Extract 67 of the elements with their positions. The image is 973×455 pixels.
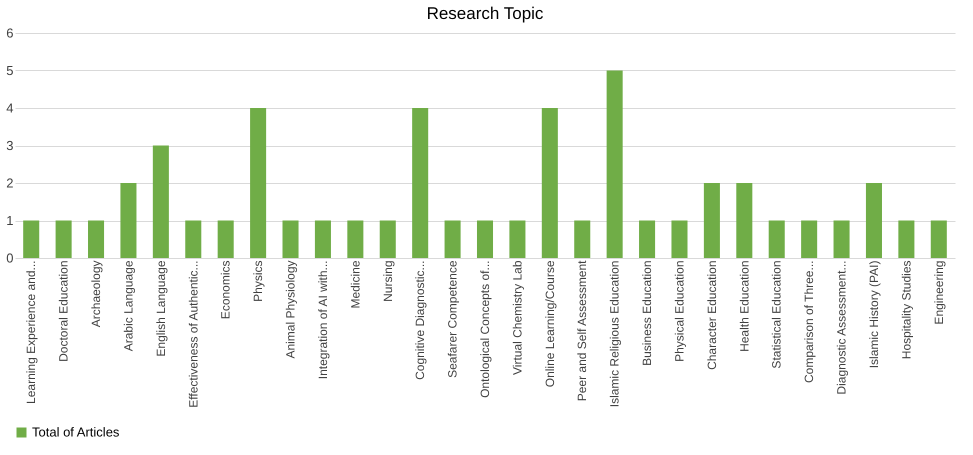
bar [639, 220, 656, 258]
bar [250, 108, 266, 258]
bar [152, 146, 169, 258]
bar [704, 183, 720, 258]
x-tick-label: Comparison of Three... [802, 260, 816, 384]
y-tick-label: 2 [6, 176, 14, 190]
bar [314, 220, 331, 258]
x-tick-label: Physics [251, 260, 266, 302]
bar [671, 220, 688, 258]
chart-title: Research Topic [426, 4, 544, 23]
x-tick-label: Economics [218, 260, 233, 320]
x-tick-label: Seafarer Competence [446, 260, 460, 378]
x-tick-label: Ontological Concepts of... [478, 260, 492, 398]
bar [736, 183, 752, 258]
x-tick-label: Islamic History (PAI) [866, 260, 881, 368]
bar [866, 183, 882, 258]
x-tick-label: Medicine [348, 260, 362, 309]
bar [898, 220, 914, 258]
bar [56, 220, 72, 258]
x-tick-label: Learning Experience and... [24, 260, 38, 404]
bar [412, 108, 428, 258]
x-tick-label: Virtual Chemistry Lab [510, 260, 524, 375]
bar [444, 220, 461, 258]
bar [347, 220, 364, 258]
x-tick-label: Integration of AI with... [316, 260, 330, 380]
x-tick-label: Online Learning/Course [542, 260, 557, 388]
bar [282, 220, 299, 258]
y-tick-label: 4 [6, 100, 14, 116]
bar [574, 220, 590, 258]
y-tick-label: 3 [6, 138, 14, 153]
x-tick-label: Animal Physiology [284, 260, 298, 359]
x-tick-label: Arabic Language [121, 260, 136, 352]
x-tick-label: Diagnostic Assessment... [834, 260, 849, 395]
y-tick-label: 0 [6, 250, 14, 266]
bar [185, 220, 202, 258]
x-tick-label: Statistical Education [770, 260, 784, 369]
bar [768, 220, 785, 258]
y-tick-label: 5 [6, 63, 14, 78]
bar [88, 220, 104, 258]
bar [606, 70, 623, 258]
bar [23, 220, 40, 258]
x-tick-label: Nursing [380, 260, 395, 302]
bar [542, 108, 558, 258]
x-tick-label: Doctoral Education [56, 260, 71, 362]
x-tick-label: Business Education [640, 260, 654, 366]
x-tick-label: Islamic Religious Education [608, 260, 622, 408]
x-tick-label: Hospitality Studies [899, 260, 914, 360]
bar [476, 220, 494, 258]
x-tick-label: Cognitive Diagnostic... [413, 260, 428, 380]
legend-label: Total of Articles [32, 424, 120, 440]
bar [218, 220, 234, 258]
x-tick-label: Health Education [737, 260, 752, 352]
x-tick-label: Physical Education [672, 260, 686, 362]
x-tick-label: Effectiveness of Authentic... [186, 260, 200, 408]
x-tick-label: Archaeology [89, 260, 104, 328]
bar [930, 220, 947, 258]
x-tick-label: Engineering [932, 260, 946, 325]
x-tick-label: Character Education [704, 260, 719, 370]
bar [120, 183, 136, 258]
bar [801, 220, 818, 258]
bar [380, 220, 396, 258]
x-tick-label: Peer and Self Assessment [575, 260, 590, 402]
y-tick-label: 6 [6, 26, 14, 40]
bar [834, 220, 850, 258]
x-tick-label: English Language [154, 260, 168, 357]
bar [509, 220, 526, 258]
y-tick-label: 1 [6, 213, 14, 228]
